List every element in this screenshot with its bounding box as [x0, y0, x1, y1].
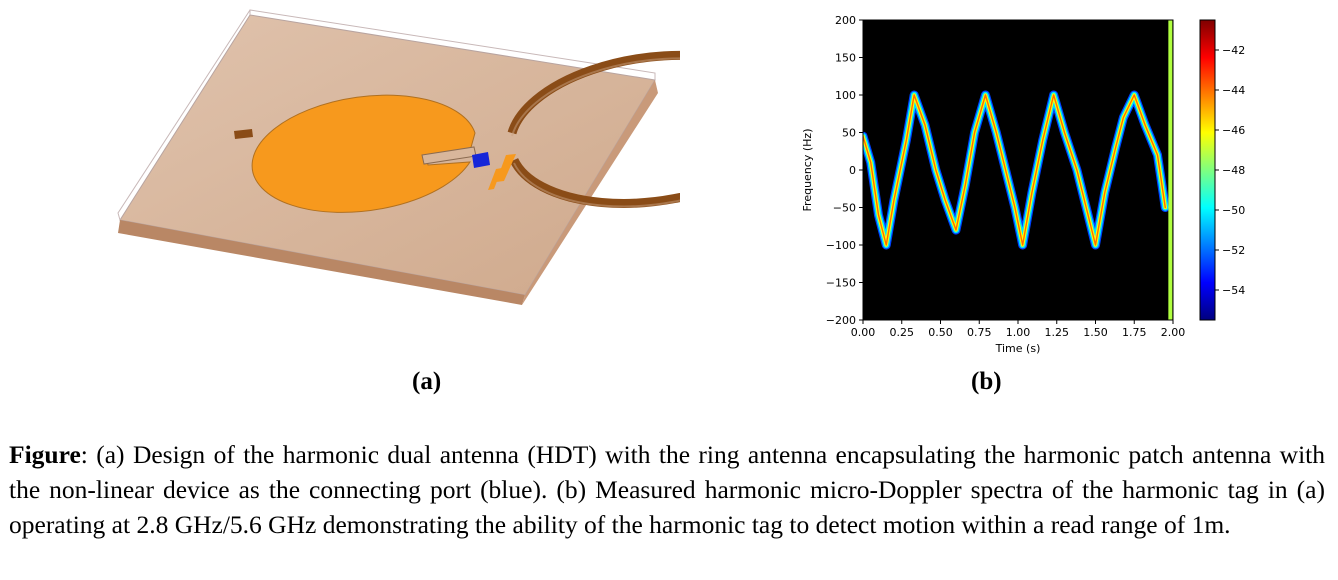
y-axis-label: Frequency (Hz) — [801, 129, 814, 212]
caption-text: : (a) Design of the harmonic dual antenn… — [9, 440, 1325, 539]
substrate-front-edge — [118, 220, 525, 305]
doppler-trace-layer-3 — [863, 94, 1166, 246]
y-tick-label: −50 — [833, 202, 856, 215]
x-tick-label: 0.50 — [928, 326, 953, 339]
x-tick-label: 1.75 — [1122, 326, 1147, 339]
x-tick-label: 2.00 — [1161, 326, 1186, 339]
x-tick-label: 1.50 — [1083, 326, 1108, 339]
x-tick-label: 1.25 — [1045, 326, 1070, 339]
colorbar — [1199, 19, 1216, 321]
figure-caption: Figure: (a) Design of the harmonic dual … — [9, 437, 1325, 542]
x-axis-label: Time (s) — [995, 342, 1041, 355]
harmonic-patch — [251, 94, 476, 213]
colorbar-tick-label: −54 — [1222, 284, 1245, 297]
micro-doppler-spectrogram: 0.00 0.25 0.50 0.75 1.00 1.25 1.50 1.75 2.00 200… — [801, 14, 1245, 355]
edge-artifact — [1168, 20, 1173, 320]
colorbar-tick-label: −42 — [1222, 44, 1245, 57]
x-tick-label: 0.75 — [967, 326, 992, 339]
y-tick-label: −100 — [826, 239, 856, 252]
y-tick-label: 0 — [849, 164, 856, 177]
ring-stub — [234, 129, 253, 139]
colorbar-tick-label: −48 — [1222, 164, 1245, 177]
ring-antenna — [507, 50, 680, 208]
caption-lead: Figure — [9, 440, 81, 469]
y-tick-label: 150 — [835, 52, 856, 65]
colorbar-tick-label: −46 — [1222, 124, 1245, 137]
x-tick-label: 0.00 — [851, 326, 876, 339]
substrate-right-edge — [522, 80, 658, 305]
colorbar-tick-label: −52 — [1222, 244, 1245, 257]
plot-area — [863, 20, 1173, 320]
nonlinear-port — [472, 152, 490, 168]
y-tick-label: −150 — [826, 277, 856, 290]
antenna-design-render — [117, 9, 680, 305]
y-tick-label: −200 — [826, 314, 856, 327]
y-tick-label: 100 — [835, 89, 856, 102]
panel-a-label: (a) — [412, 368, 442, 395]
colorbar-tick-label: −50 — [1222, 204, 1245, 217]
x-tick-label: 1.00 — [1006, 326, 1031, 339]
port-strip — [488, 168, 502, 190]
x-tick-label: 0.25 — [890, 326, 915, 339]
y-tick-label: 200 — [835, 14, 856, 27]
panel-b-label: (b) — [971, 368, 1002, 395]
y-tick-label: 50 — [842, 127, 856, 140]
colorbar-tick-label: −44 — [1222, 84, 1245, 97]
